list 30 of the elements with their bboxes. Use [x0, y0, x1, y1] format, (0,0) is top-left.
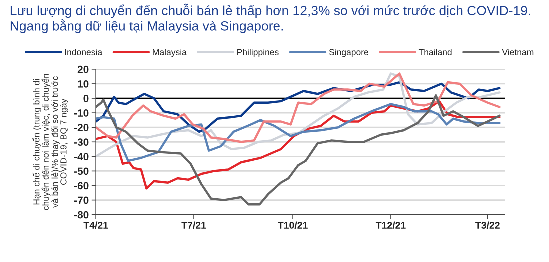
- line-series: [96, 103, 501, 162]
- line-series: [96, 94, 501, 206]
- line-series: [96, 72, 501, 158]
- legend-label: Singapore: [329, 49, 369, 58]
- y-tick-label: -40: [74, 153, 89, 161]
- legend-label: Indonesia: [65, 49, 103, 56]
- x-tick-label: T10/21: [278, 222, 308, 230]
- legend-label: Philippines: [238, 49, 279, 58]
- x-tick-label: T3/22: [476, 222, 500, 230]
- x-tick-label: T7/21: [182, 222, 206, 230]
- y-tick-label: 10: [78, 80, 89, 88]
- legend-label: Vietnam: [502, 49, 534, 56]
- y-tick-label: -70: [74, 196, 89, 204]
- y-axis-title: Hạn chế di chuyển (trung bình di chuyển đến nơi làm việc, di chuyển và bán lẻ)/% thay đổi so với trước COVID-19, BQ 7 ngày: [32, 74, 69, 210]
- y-tick-label: -10: [74, 110, 89, 117]
- y-tick-label: -50: [74, 168, 89, 176]
- line-series: [96, 72, 501, 144]
- x-tick-label: T4/21: [84, 222, 108, 230]
- y-tick-label: -20: [74, 124, 89, 132]
- y-tick-label: 20: [78, 66, 89, 74]
- line-series: [96, 81, 501, 134]
- line-series: [96, 100, 501, 190]
- legend-label: Thailand: [418, 49, 452, 56]
- chart-title: Lưu lượng di chuyển đến chuỗi bán lẻ thấp hơn 12,3% so với mức trước dịch COVID-19. Ngang bằng dữ liệu tại Malaysia và Singapore.: [10, 4, 530, 34]
- y-tick-label: -80: [74, 211, 89, 219]
- legend-label: Malaysia: [153, 49, 187, 58]
- y-tick-label: -60: [74, 182, 89, 190]
- y-tick-label: 0: [84, 95, 89, 102]
- x-tick-label: T12/21: [376, 222, 406, 230]
- y-tick-label: -30: [74, 138, 89, 146]
